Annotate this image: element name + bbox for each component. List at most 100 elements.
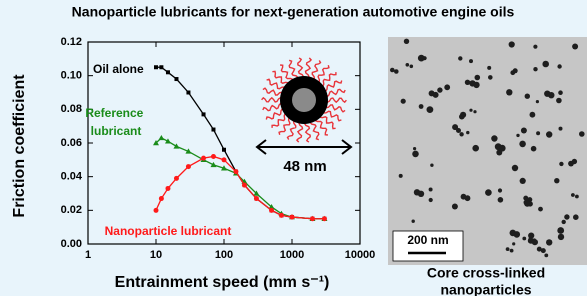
particle xyxy=(390,68,395,73)
particle xyxy=(557,227,564,234)
particle xyxy=(465,195,471,201)
particle xyxy=(452,204,458,210)
particle xyxy=(404,39,409,44)
graphical-abstract: Nanoparticle lubricants for next-generat… xyxy=(0,0,587,296)
x-tick-label: 1000 xyxy=(280,249,304,261)
particle xyxy=(559,127,563,131)
particle xyxy=(427,106,434,113)
particle xyxy=(466,131,469,134)
size-label: 48 nm xyxy=(283,158,326,175)
particle xyxy=(546,131,552,137)
y-tick-label: 0.02 xyxy=(61,204,82,216)
series-label: Nanoparticle lubricant xyxy=(105,224,232,238)
particle xyxy=(406,63,410,67)
x-axis-label: Entrainment speed (mm s⁻¹) xyxy=(115,274,330,291)
y-tick-label: 0.06 xyxy=(61,137,82,149)
particle xyxy=(475,75,481,81)
particle xyxy=(562,220,566,224)
x-tick-label: 10 xyxy=(150,249,162,261)
particle xyxy=(573,214,579,220)
particle xyxy=(430,164,433,167)
particle xyxy=(429,188,433,192)
point xyxy=(186,91,190,95)
particle xyxy=(544,254,548,258)
particle xyxy=(469,59,473,63)
particle xyxy=(472,145,479,152)
y-tick-label: 0.08 xyxy=(61,103,82,115)
y-axis-label: Friction coefficient xyxy=(11,74,28,218)
series-label: Oil alone xyxy=(93,62,144,76)
point xyxy=(269,208,274,213)
particle xyxy=(556,98,562,104)
y-tick-label: 0.12 xyxy=(61,36,82,48)
particle xyxy=(572,44,578,50)
point xyxy=(202,112,206,116)
particle xyxy=(510,249,514,253)
particle xyxy=(498,188,502,192)
particle xyxy=(554,178,559,183)
point xyxy=(159,196,164,201)
particle xyxy=(532,239,538,245)
y-tick-label: 0.00 xyxy=(61,238,82,250)
particle xyxy=(423,56,427,60)
particle xyxy=(519,141,526,148)
particle xyxy=(525,94,530,99)
particle xyxy=(516,134,519,137)
particle xyxy=(542,61,549,68)
particle xyxy=(473,82,479,88)
particle xyxy=(394,69,399,74)
point xyxy=(186,164,191,169)
particle xyxy=(548,92,554,98)
particle xyxy=(506,247,510,251)
y-tick-label: 0.04 xyxy=(61,171,83,183)
y-tick-label: 0.10 xyxy=(61,70,82,82)
particle xyxy=(456,128,461,133)
particle xyxy=(437,87,442,92)
particle xyxy=(459,132,463,136)
title: Nanoparticle lubricants for next-generat… xyxy=(72,4,515,20)
particle xyxy=(536,131,540,135)
particle xyxy=(429,198,433,202)
core xyxy=(292,88,316,112)
particle xyxy=(418,191,424,197)
particle xyxy=(513,68,518,73)
particle xyxy=(459,114,465,120)
particle xyxy=(487,66,491,70)
point xyxy=(279,213,284,218)
particle xyxy=(401,99,406,104)
particle xyxy=(533,67,537,71)
caption: nanoparticles xyxy=(440,282,531,296)
particle xyxy=(499,145,506,152)
particle xyxy=(512,242,515,245)
particle xyxy=(531,146,537,152)
point xyxy=(310,216,315,221)
particle xyxy=(520,178,526,184)
particle xyxy=(579,131,585,137)
particle xyxy=(413,147,416,150)
particle xyxy=(412,220,415,223)
micrograph: 200 nmCore cross-linkednanoparticles xyxy=(388,37,587,296)
particle xyxy=(509,41,515,47)
point xyxy=(174,176,179,181)
particle xyxy=(514,231,521,238)
particle xyxy=(521,128,527,134)
x-tick-label: 1 xyxy=(85,249,91,261)
point xyxy=(222,148,226,152)
point xyxy=(242,183,247,188)
point xyxy=(254,196,259,201)
point xyxy=(154,208,159,213)
particle xyxy=(522,237,526,241)
caption: Core cross-linked xyxy=(427,265,545,281)
particle xyxy=(488,75,493,80)
point xyxy=(165,186,170,191)
particle xyxy=(546,239,552,245)
point xyxy=(233,169,238,174)
point xyxy=(211,154,216,159)
point xyxy=(166,70,170,74)
point xyxy=(174,77,178,81)
particle xyxy=(559,162,563,166)
particle xyxy=(538,207,543,212)
particle xyxy=(473,110,476,113)
particle xyxy=(512,165,518,171)
particle xyxy=(506,89,512,95)
